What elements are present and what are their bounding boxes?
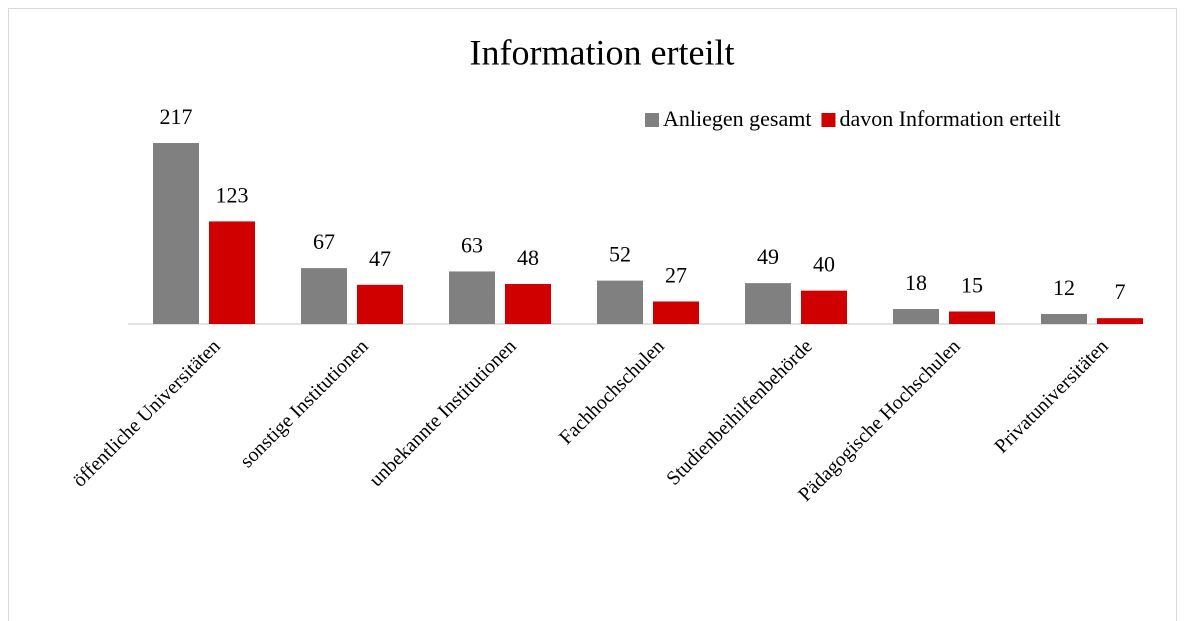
- value-label: 48: [517, 245, 539, 270]
- value-label: 7: [1115, 279, 1126, 304]
- value-label: 217: [160, 104, 193, 129]
- bar: [893, 308, 939, 324]
- legend-swatch: [821, 113, 836, 127]
- legend-label: davon Information erteilt: [839, 106, 1060, 131]
- value-label: 123: [216, 182, 249, 207]
- bar: [745, 283, 791, 324]
- bar: [801, 290, 847, 324]
- bar: [505, 283, 551, 324]
- value-label: 49: [757, 244, 779, 269]
- bar: [1097, 318, 1143, 324]
- value-label: 12: [1053, 275, 1075, 300]
- bar: [357, 284, 403, 324]
- value-label: 67: [313, 229, 335, 254]
- bar: [597, 280, 643, 324]
- value-label: 27: [665, 263, 687, 288]
- bar: [949, 311, 995, 324]
- bar: [1041, 313, 1087, 324]
- bar: [653, 301, 699, 324]
- value-label: 18: [905, 270, 927, 295]
- legend-label: Anliegen gesamt: [663, 106, 811, 131]
- value-label: 47: [369, 246, 391, 271]
- value-label: 40: [813, 252, 835, 277]
- bar: [449, 271, 495, 324]
- bar: [301, 268, 347, 324]
- value-label: 52: [609, 242, 631, 267]
- value-label: 63: [461, 233, 483, 258]
- chart-title: Information erteilt: [470, 32, 735, 72]
- value-label: 15: [961, 273, 983, 298]
- bar: [153, 143, 199, 324]
- bar: [209, 221, 255, 324]
- legend-swatch: [645, 113, 659, 127]
